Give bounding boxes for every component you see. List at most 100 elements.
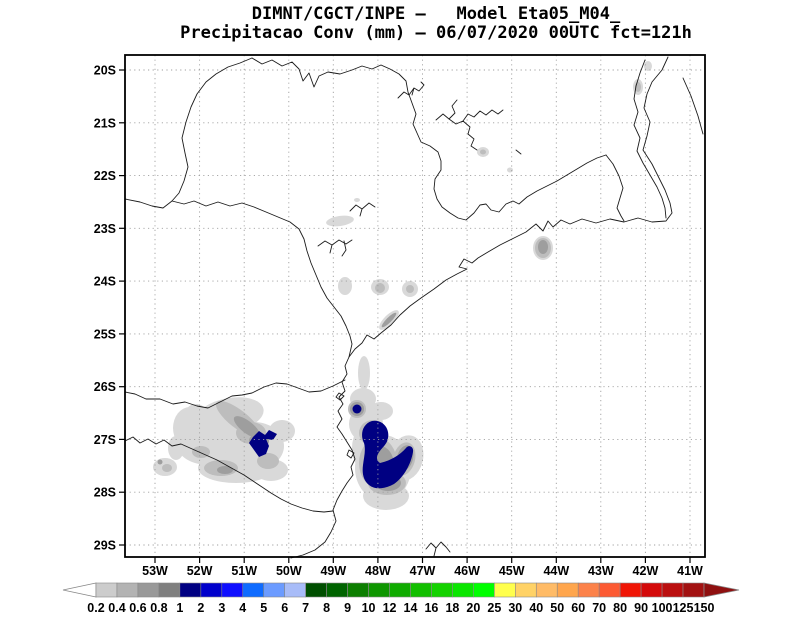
- precip-shading-layer: [153, 61, 652, 510]
- colorbar-tick-label: 80: [613, 601, 627, 615]
- colorbar-segment: [305, 582, 327, 598]
- colorbar-segment: [473, 582, 495, 598]
- colorbar-tick-label: 70: [592, 601, 606, 615]
- colorbar-tick-label: 6: [281, 601, 288, 615]
- precip-blob: [162, 464, 172, 472]
- colorbar-tick-label: 40: [529, 601, 543, 615]
- precip-blob: [157, 459, 163, 465]
- colorbar-segment: [389, 582, 411, 598]
- precip-blob: [480, 149, 486, 155]
- colorbar-segment: [619, 582, 642, 598]
- colorbar-segment: [263, 582, 285, 598]
- precip-blob: [538, 240, 548, 254]
- precip-blob: [338, 277, 352, 295]
- colorbar-segment: [410, 582, 432, 598]
- lat-label: 22S: [94, 169, 116, 183]
- lat-label: 28S: [94, 486, 116, 500]
- colorbar-left-arrow: [62, 582, 97, 598]
- colorbar-tick-label: 4: [239, 601, 246, 615]
- colorbar-tick-label: 0.4: [108, 601, 125, 615]
- state-border: [335, 392, 345, 401]
- colorbar-segment: [95, 582, 118, 598]
- lat-label: 26S: [94, 380, 116, 394]
- colorbar-segment: [535, 582, 558, 598]
- colorbar-tick-label: 14: [404, 601, 418, 615]
- precip-blob: [375, 283, 385, 293]
- colorbar-tick-label: 16: [424, 601, 438, 615]
- precip-blob: [352, 404, 362, 414]
- colorbar-tick-label: 25: [487, 601, 501, 615]
- colorbar-tick-label: 7: [302, 601, 309, 615]
- colorbar-tick-label: 60: [571, 601, 585, 615]
- colorbar-tick-label: 30: [508, 601, 522, 615]
- state-border: [346, 449, 355, 459]
- colorbar-segment: [221, 582, 244, 598]
- lon-label: 47W: [410, 564, 436, 578]
- map-title-line1: DIMNT/CGCT/INPE – Model Eta05_M04_: [251, 4, 621, 24]
- lat-label: 24S: [94, 275, 116, 289]
- colorbar-tick-label: 9: [344, 601, 351, 615]
- colorbar-segment: [158, 582, 181, 598]
- colorbar-tick-label: 20: [466, 601, 480, 615]
- precip-blob: [354, 198, 360, 202]
- precip-blob: [217, 466, 233, 474]
- lat-label: 23S: [94, 222, 116, 236]
- precip-blob: [257, 453, 279, 469]
- colorbar-segment: [494, 582, 516, 598]
- state-border: [633, 59, 667, 219]
- state-border: [171, 200, 353, 358]
- colorbar-segment: [242, 582, 265, 598]
- precip-blob: [381, 312, 397, 328]
- river: [397, 81, 425, 99]
- lon-label: 53W: [142, 564, 168, 578]
- colorbar-segment: [515, 582, 537, 598]
- colorbar-tick-label: 0.6: [129, 601, 146, 615]
- river: [317, 239, 353, 257]
- colorbar-tick-label: 90: [634, 601, 648, 615]
- lat-label: 29S: [94, 539, 116, 553]
- map-title-line2: Precipitacao Conv (mm) – 06/07/2020 00UT…: [180, 23, 692, 43]
- colorbar-segment: [347, 582, 369, 598]
- lat-label: 20S: [94, 64, 116, 78]
- colorbar-tick-label: 0.8: [150, 601, 167, 615]
- state-border: [605, 154, 625, 222]
- colorbar-segment: [431, 582, 453, 598]
- geography-layer: [124, 56, 704, 559]
- state-border: [124, 379, 346, 409]
- colorbar-segment: [556, 582, 579, 598]
- lon-label: 52W: [187, 564, 213, 578]
- colorbar-tick-label: 18: [445, 601, 459, 615]
- lon-label: 42W: [633, 564, 659, 578]
- axes-layer: 20S 21S 22S 23S 24S 25S 26S 27S 28S 29S 53W 52W 51W 5…: [94, 54, 706, 578]
- lon-label: 51W: [231, 564, 257, 578]
- lon-label: 43W: [588, 564, 614, 578]
- river: [435, 99, 504, 151]
- precip-blob: [507, 167, 513, 173]
- colorbar: 0.2 0.4 0.6 0.8 1 2 3 4 5 6 7 8 9 10 12 14 16 18 20 25 30 40 5…: [62, 582, 740, 615]
- precip-blob: [644, 61, 652, 71]
- state-border: [124, 436, 334, 513]
- lon-label: 49W: [320, 564, 346, 578]
- precip-blob: [249, 430, 277, 457]
- colorbar-segment: [452, 582, 474, 598]
- colorbar-segment: [368, 582, 390, 598]
- colorbar-right-arrow: [703, 582, 740, 598]
- colorbar-segment: [577, 582, 600, 598]
- precip-blob: [326, 215, 354, 227]
- precip-blob: [192, 446, 210, 458]
- precip-blob: [362, 420, 414, 489]
- lon-label: 50W: [276, 564, 302, 578]
- river: [425, 541, 451, 557]
- lat-label: 25S: [94, 327, 116, 341]
- colorbar-tick-label: 3: [218, 601, 225, 615]
- colorbar-segment: [116, 582, 139, 598]
- lon-label: 45W: [499, 564, 525, 578]
- state-border: [251, 57, 607, 221]
- colorbar-tick-label: 12: [383, 601, 397, 615]
- graticule-layer: [125, 55, 705, 557]
- colorbar-segment: [284, 582, 306, 598]
- colorbar-tick-label: 2: [197, 601, 204, 615]
- colorbar-segment: [326, 582, 348, 598]
- colorbar-segment: [179, 582, 202, 598]
